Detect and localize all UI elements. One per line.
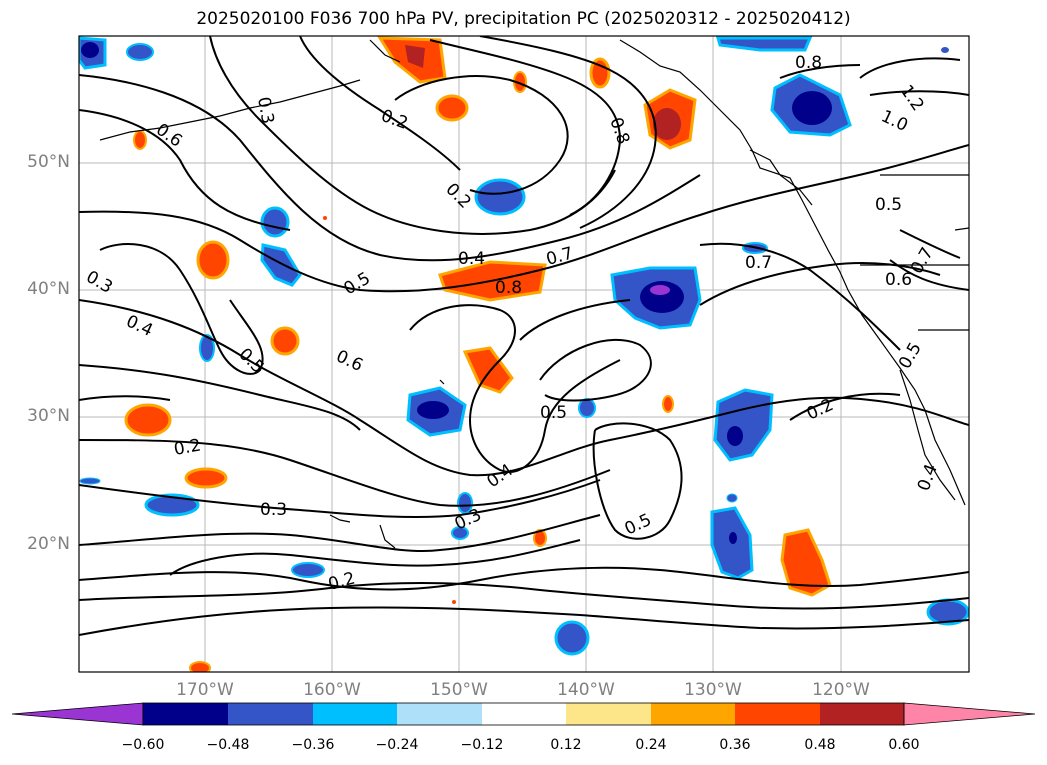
- lon-label-150w: 150°W: [430, 680, 488, 700]
- contour-label: 0.7: [745, 253, 772, 273]
- pv-contours: [79, 36, 969, 636]
- lat-label-50n: 50°N: [27, 152, 70, 172]
- colorbar-tick-label: 0.36: [719, 737, 751, 753]
- colorbar-tick-label: −0.60: [121, 737, 165, 753]
- contour-label: 0.5: [875, 195, 902, 215]
- colorbar-segment: [143, 703, 228, 725]
- contour-label: 0.4: [458, 249, 485, 269]
- colorbar-segment: [566, 703, 651, 725]
- contour-label: 0.2: [172, 436, 202, 460]
- colorbar-tick-label: −0.12: [460, 737, 504, 753]
- colorbar-segment: [820, 703, 904, 725]
- colorbar-extend-high: [903, 702, 1036, 726]
- colorbar-segment: [735, 703, 820, 725]
- precip-negative-areas: [79, 36, 969, 656]
- map-title: 2025020100 F036 700 hPa PV, precipitatio…: [196, 9, 851, 29]
- colorbar-tick-label: −0.36: [291, 737, 335, 753]
- colorbar-tick-label: 0.60: [888, 737, 920, 753]
- lat-label-40n: 40°N: [27, 279, 70, 299]
- colorbar-segment: [313, 703, 397, 725]
- colorbar-tick-label: −0.24: [375, 737, 419, 753]
- lon-label-160w: 160°W: [303, 680, 361, 700]
- colorbar-segment: [482, 703, 566, 725]
- contour-label: 0.5: [540, 403, 567, 423]
- gridlines: [79, 36, 969, 672]
- lon-label-170w: 170°W: [176, 680, 234, 700]
- contour-label: 0.3: [260, 500, 287, 520]
- contour-label: 0.6: [885, 270, 912, 290]
- colorbar-tick-label: 0.48: [804, 737, 836, 753]
- lon-label-140w: 140°W: [557, 680, 615, 700]
- lon-label-120w: 120°W: [812, 680, 870, 700]
- colorbar: [11, 702, 1036, 726]
- plot-frame: [78, 35, 970, 673]
- colorbar-tick-label: 0.24: [635, 737, 667, 753]
- lon-label-130w: 130°W: [684, 680, 742, 700]
- lat-label-30n: 30°N: [27, 406, 70, 426]
- contour-label: 0.3: [253, 95, 277, 125]
- contour-label: 0.8: [795, 53, 822, 73]
- colorbar-extend-low: [11, 702, 144, 726]
- lat-label-20n: 20°N: [27, 534, 70, 554]
- contour-label: 0.8: [495, 278, 522, 298]
- colorbar-tick-label: −0.48: [206, 737, 250, 753]
- colorbar-segment: [228, 703, 313, 725]
- coastlines: [99, 39, 969, 549]
- colorbar-segment: [397, 703, 482, 725]
- colorbar-tick-label: 0.12: [550, 737, 582, 753]
- colorbar-segment: [651, 703, 735, 725]
